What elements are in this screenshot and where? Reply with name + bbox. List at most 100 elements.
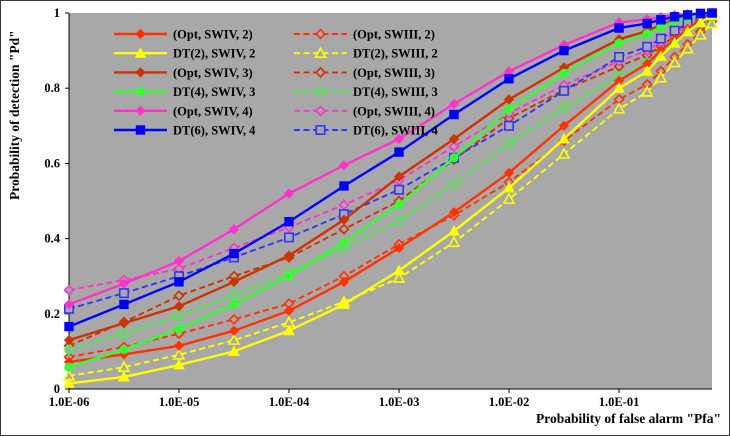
triangle-marker	[283, 324, 295, 336]
square-marker	[135, 125, 146, 135]
circle-marker	[229, 290, 239, 300]
triangle-marker	[613, 82, 625, 93]
triangle-marker	[503, 181, 515, 193]
square-marker	[682, 10, 693, 20]
triangle-marker	[393, 264, 405, 276]
square-marker	[707, 8, 717, 18]
circle-marker	[229, 299, 239, 309]
diamond-marker	[135, 67, 146, 78]
circle-marker	[614, 38, 624, 48]
circle-marker	[642, 29, 652, 39]
circle-marker	[394, 200, 404, 210]
triangle-marker	[681, 42, 694, 54]
triangle-marker	[694, 16, 707, 27]
triangle-marker	[668, 37, 681, 48]
x-tick-label: 1.0E-02	[489, 395, 530, 409]
legend-item-opt-swiii-3: (Opt, SWIII, 3)	[294, 66, 435, 80]
square-marker	[642, 18, 652, 29]
diamond-marker	[558, 120, 570, 131]
legend-item-dt4-swiii-3: DT(4), SWIII, 3	[294, 85, 438, 99]
triangle-marker	[338, 298, 350, 309]
square-marker	[558, 85, 569, 96]
square-marker	[504, 120, 515, 131]
circle-marker	[656, 22, 666, 32]
square-marker	[394, 147, 404, 157]
square-marker	[559, 45, 569, 56]
legend: (Opt, SWIV, 2) DT(2), SWIV, 2 (Opt, SWIV, …	[114, 28, 438, 138]
y-tick-label: 0.4	[44, 232, 60, 246]
square-marker	[119, 299, 129, 310]
x-tick-label: 1.0E-06	[49, 395, 90, 409]
y-tick-label: 0.8	[44, 81, 60, 95]
legend-label: (Opt, SWIII, 4)	[353, 104, 435, 118]
legend-item-dt6-swiv-4: DT(6), SWIV, 4	[114, 124, 256, 138]
diamond-marker	[448, 207, 460, 218]
square-marker	[614, 51, 625, 62]
diamond-marker	[338, 160, 350, 171]
triangle-marker	[228, 345, 240, 356]
diamond-marker	[118, 318, 130, 329]
diamond-marker	[135, 105, 146, 116]
legend-label: DT(4), SWIII, 3	[353, 85, 438, 99]
diamond-marker	[173, 256, 185, 267]
triangle-marker	[314, 46, 327, 58]
circle-marker	[394, 216, 404, 226]
legend-item-opt-swiii-4: (Opt, SWIII, 4)	[294, 104, 435, 118]
legend-label: DT(2), SWIV, 2	[173, 47, 255, 61]
circle-marker	[174, 310, 184, 321]
square-marker	[315, 125, 326, 136]
diamond-marker	[448, 98, 460, 110]
diamond-marker	[283, 250, 295, 261]
triangle-marker	[655, 50, 667, 61]
square-marker	[656, 15, 666, 25]
legend-label: DT(2), SWIII, 2	[353, 47, 438, 61]
circle-marker	[64, 362, 74, 372]
triangle-marker	[641, 65, 653, 76]
diamond-marker	[448, 133, 460, 145]
diamond-marker	[228, 325, 240, 336]
legend-label: (Opt, SWIV, 3)	[173, 66, 253, 80]
square-marker	[695, 8, 706, 19]
diamond-marker	[63, 284, 75, 296]
x-axis-title: Probability of false alarm "Pfa"	[536, 411, 721, 426]
series-dt6-swiv-4	[64, 8, 717, 332]
square-marker	[64, 321, 74, 332]
triangle-marker	[448, 225, 460, 236]
square-marker	[394, 184, 405, 195]
diamond-marker	[173, 301, 185, 312]
y-tick-label: 1	[54, 6, 60, 20]
diamond-marker	[503, 167, 515, 178]
diamond-marker	[338, 276, 350, 287]
legend-item-opt-swiv-4: (Opt, SWIV, 4)	[114, 104, 253, 118]
y-axis-title: Probability of detection "Pd"	[7, 30, 22, 201]
y-tick-label: 0	[54, 382, 60, 396]
square-marker	[339, 181, 349, 191]
triangle-marker	[694, 28, 707, 40]
triangle-marker	[227, 333, 241, 345]
circle-marker	[315, 86, 326, 97]
diamond-marker	[228, 224, 240, 235]
triangle-marker	[681, 25, 694, 37]
diamond-marker	[448, 140, 460, 153]
triangle-marker	[654, 71, 668, 83]
square-marker	[669, 12, 680, 22]
series-dt2-swiv-2	[63, 9, 718, 388]
triangle-marker	[640, 85, 654, 97]
circle-marker	[119, 328, 129, 339]
diamond-marker	[503, 94, 515, 105]
circle-marker	[449, 153, 459, 163]
square-marker	[284, 232, 295, 243]
legend-item-dt2-swiv-2: DT(2), SWIV, 2	[114, 47, 255, 61]
square-marker	[504, 74, 514, 84]
triangle-marker	[447, 235, 461, 248]
series-dt2-swiii-2	[62, 16, 719, 381]
diamond-marker	[173, 290, 185, 302]
x-tick-label: 1.0E-04	[269, 395, 310, 409]
square-marker	[642, 41, 653, 52]
circle-marker	[339, 237, 349, 247]
diamond-marker	[393, 171, 405, 182]
legend-item-opt-swiv-3: (Opt, SWIV, 3)	[114, 66, 253, 80]
diamond-marker	[314, 66, 327, 78]
diamond-marker	[228, 313, 240, 325]
